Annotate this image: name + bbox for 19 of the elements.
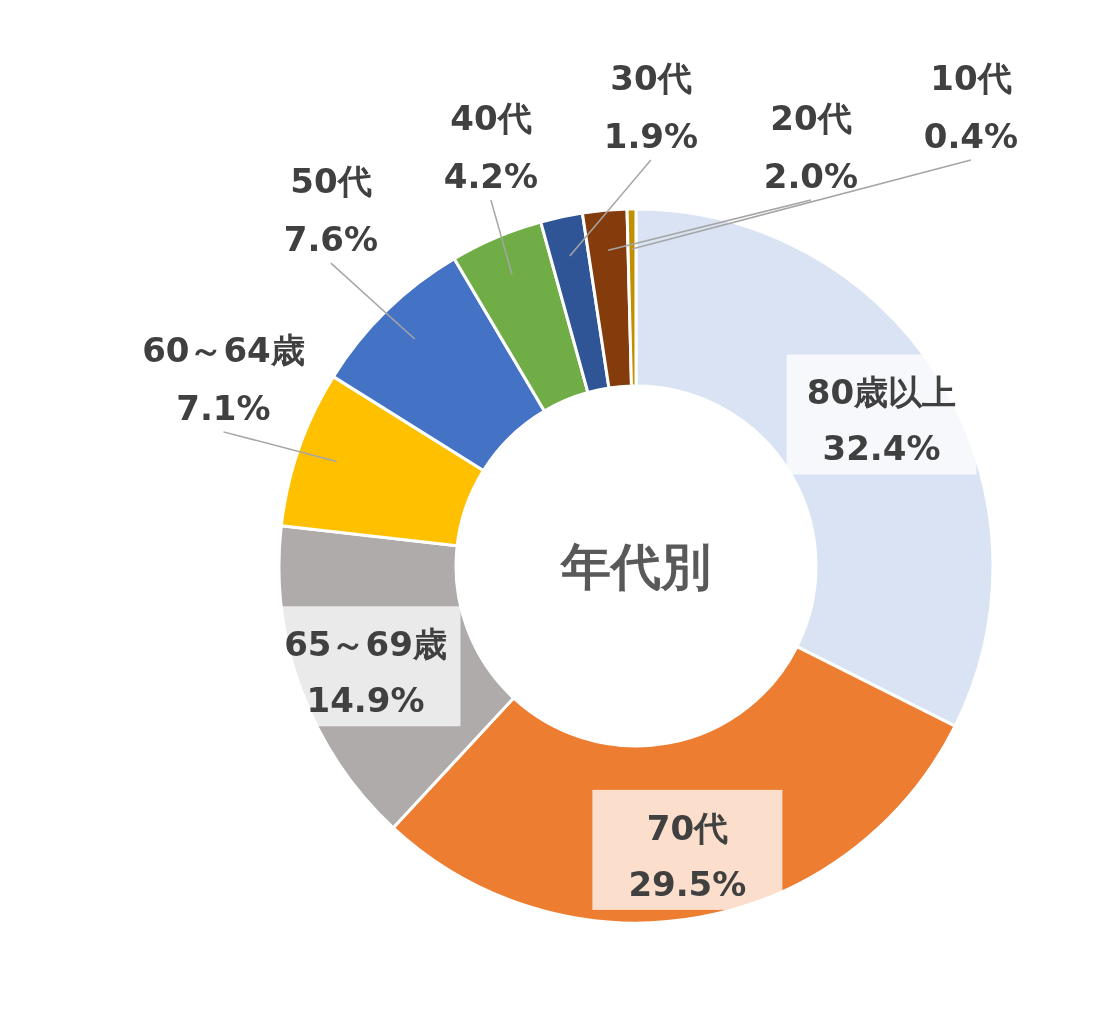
data-label: 0.4% xyxy=(923,116,1019,156)
data-label: 2.0% xyxy=(763,156,859,196)
data-label: 14.9% xyxy=(306,680,425,721)
slice-label: 30代 xyxy=(610,58,692,98)
data-label: 7.1% xyxy=(176,387,271,428)
data-label: 29.5% xyxy=(628,863,747,904)
slice-label: 60～64歳 xyxy=(142,329,305,370)
slice-label: 65～69歳 xyxy=(284,624,447,665)
slice-label: 20代 xyxy=(770,98,852,138)
data-label: 1.9% xyxy=(603,116,699,156)
data-label: 4.2% xyxy=(443,156,539,196)
data-label: 7.6% xyxy=(283,219,379,260)
slice-label: 80歳以上 xyxy=(806,372,957,413)
text: 年代別 xyxy=(559,538,711,596)
slice-label: 70代 xyxy=(646,807,729,848)
slice-label: 50代 xyxy=(290,161,372,202)
data-label: 32.4% xyxy=(822,428,941,469)
slice-label: 40代 xyxy=(450,98,532,138)
slice-label: 10代 xyxy=(930,58,1012,98)
